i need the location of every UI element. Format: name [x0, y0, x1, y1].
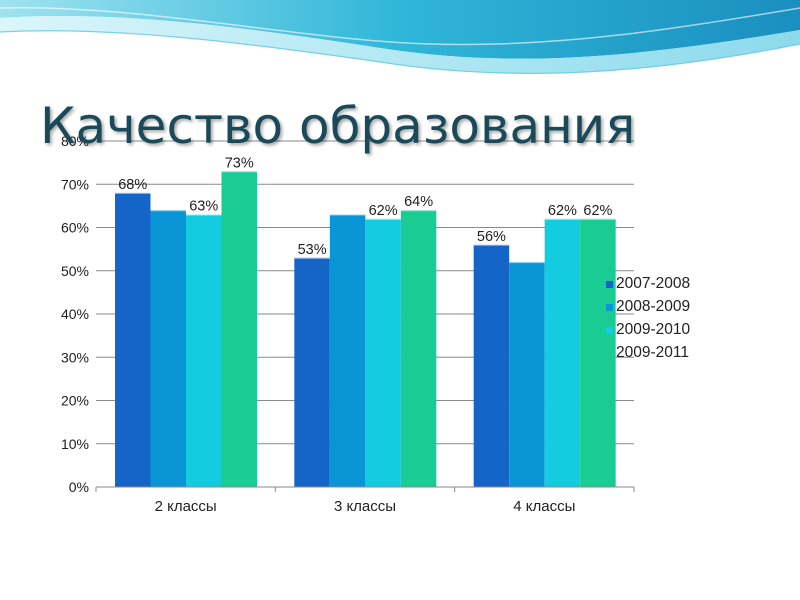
data-label: 62%	[369, 203, 398, 219]
y-tick-label: 10%	[61, 436, 89, 452]
data-labels: 68% 63% 73% 53% 62% 64% 56% 62% 62%	[118, 155, 612, 258]
bar	[186, 214, 222, 487]
x-axis	[95, 486, 635, 492]
y-tick-label: 20%	[61, 393, 89, 409]
legend-swatch	[606, 350, 613, 357]
y-tick-label: 80%	[61, 133, 89, 149]
bar	[509, 262, 545, 487]
data-label: 68%	[118, 177, 147, 193]
x-tick-label: 2 классы	[155, 498, 217, 515]
y-tick-label: 60%	[61, 220, 89, 236]
legend-label: 2007-2008	[616, 275, 690, 292]
data-label: 62%	[548, 203, 577, 219]
y-tick-label: 0%	[69, 479, 89, 495]
legend-label: 2008-2009	[616, 298, 690, 315]
y-tick-label: 70%	[61, 176, 89, 192]
legend-label: 2009-2010	[616, 321, 691, 338]
bars	[115, 171, 616, 487]
bar	[400, 210, 437, 487]
data-label: 63%	[189, 199, 218, 215]
header-wave-decoration	[0, 0, 800, 74]
data-label: 53%	[298, 242, 327, 258]
bar	[221, 171, 257, 487]
bar	[329, 214, 366, 487]
x-tick-label: 3 классы	[334, 498, 396, 515]
y-tick-label: 40%	[61, 306, 89, 322]
x-tick-label: 4 классы	[513, 498, 575, 515]
data-label: 73%	[225, 155, 254, 171]
bar	[544, 218, 581, 487]
legend-swatch	[606, 281, 613, 288]
legend-swatch	[606, 304, 613, 311]
legend-label: 2009-2011	[616, 344, 689, 361]
data-label: 56%	[477, 229, 506, 245]
data-label: 62%	[583, 203, 612, 219]
y-tick-label: 50%	[61, 263, 89, 279]
bar	[115, 192, 151, 487]
y-axis-tick-labels: 0% 10% 20% 30% 40% 50% 60% 70% 80%	[61, 133, 89, 495]
bar	[365, 218, 401, 487]
data-label: 64%	[404, 194, 433, 210]
slide-title: Качество образования	[40, 97, 636, 155]
bar	[150, 210, 186, 487]
bar	[473, 244, 510, 487]
legend-swatch	[606, 327, 613, 334]
bar	[294, 257, 330, 487]
x-axis-tick-labels: 2 классы 3 классы 4 классы	[155, 498, 576, 515]
legend: 2007-2008 2008-2009 2009-2010 2009-2011	[606, 275, 691, 361]
y-tick-label: 30%	[61, 349, 89, 365]
